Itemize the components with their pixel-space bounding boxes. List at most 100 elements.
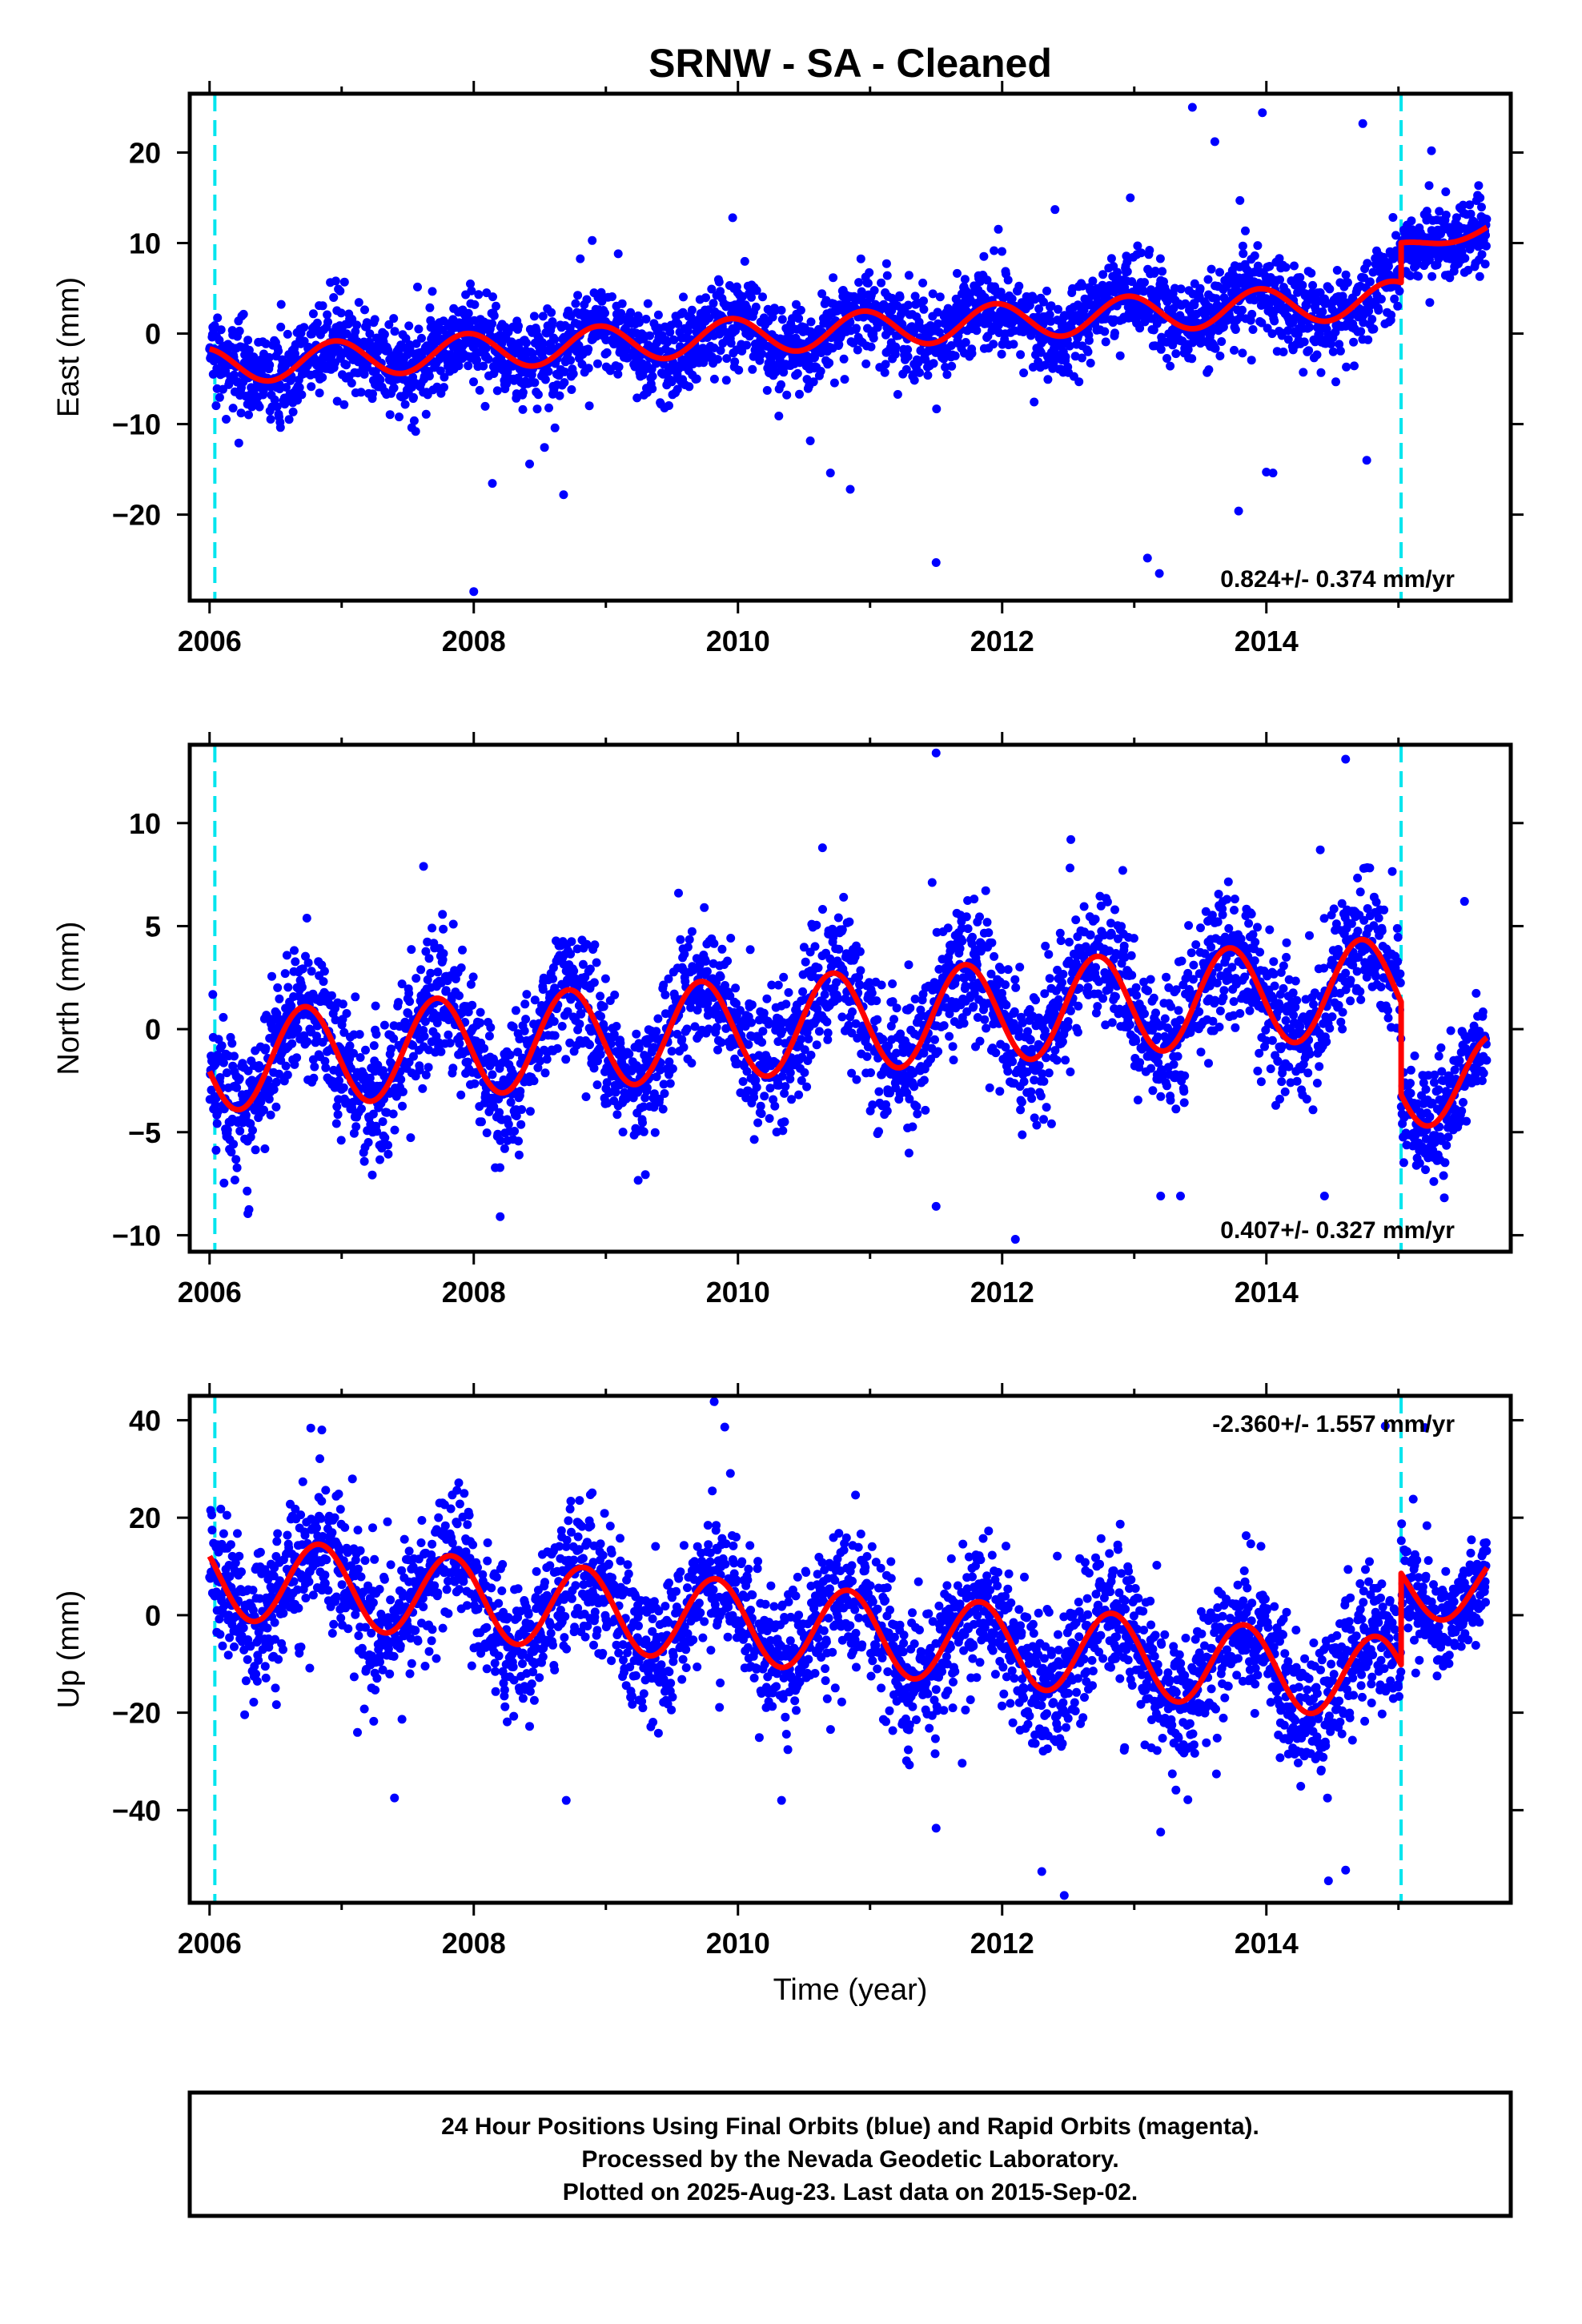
data-point	[582, 295, 592, 304]
data-point	[540, 443, 549, 452]
plot-frame	[187, 91, 1513, 603]
data-point	[1190, 300, 1199, 310]
data-point	[1166, 361, 1175, 371]
data-point	[1258, 108, 1267, 118]
data-point	[371, 1001, 380, 1011]
data-point	[521, 1015, 531, 1024]
data-point	[508, 1022, 518, 1031]
data-point	[1136, 248, 1146, 258]
data-point	[216, 325, 226, 335]
data-point	[785, 1074, 795, 1084]
data-point	[887, 306, 897, 316]
data-point	[219, 1178, 229, 1188]
data-point	[232, 1083, 242, 1092]
data-point	[282, 951, 291, 960]
data-point	[312, 318, 322, 328]
data-point	[411, 427, 420, 436]
data-point	[261, 339, 271, 348]
data-point	[418, 1084, 428, 1093]
y-tick-label: 20	[129, 136, 161, 169]
data-point	[774, 1080, 784, 1090]
data-point	[1187, 103, 1197, 112]
data-point	[426, 968, 436, 978]
data-point	[1268, 468, 1278, 478]
data-point	[732, 999, 741, 1008]
data-point	[886, 1021, 896, 1031]
data-point	[581, 1092, 591, 1101]
data-point	[745, 945, 755, 955]
data-point	[1466, 209, 1476, 219]
data-point	[751, 302, 761, 312]
data-point	[731, 983, 741, 993]
data-point	[208, 990, 218, 999]
x-tick-label: 2012	[970, 625, 1034, 657]
data-point	[441, 986, 451, 995]
data-point	[903, 345, 913, 354]
data-point	[1239, 249, 1248, 259]
data-point	[522, 990, 532, 999]
data-point	[652, 1027, 661, 1036]
data-point	[1365, 277, 1375, 287]
data-point	[1034, 304, 1044, 314]
data-point	[456, 963, 466, 972]
data-point	[302, 914, 311, 923]
data-point	[395, 412, 404, 422]
data-point	[1050, 205, 1060, 215]
data-point	[683, 943, 693, 952]
data-point	[665, 1079, 675, 1088]
data-point	[1154, 569, 1164, 578]
data-point	[866, 1068, 875, 1077]
data-point	[219, 1058, 228, 1068]
data-point	[771, 368, 781, 376]
data-point	[576, 1009, 586, 1019]
data-point	[908, 1122, 917, 1132]
x-tick-label: 2008	[442, 625, 506, 657]
data-point	[734, 365, 744, 375]
data-point	[540, 1068, 550, 1078]
data-point	[909, 376, 919, 385]
data-point	[1183, 345, 1193, 354]
data-point	[901, 364, 911, 374]
data-point	[650, 1128, 660, 1137]
data-point	[255, 402, 264, 412]
data-point	[800, 1045, 809, 1055]
data-point	[323, 310, 332, 320]
data-point	[387, 1044, 396, 1054]
data-point	[640, 1170, 650, 1180]
data-point	[661, 990, 670, 999]
data-point	[488, 319, 497, 328]
data-point	[1338, 292, 1347, 301]
data-point	[861, 1031, 871, 1041]
data-point	[779, 972, 789, 982]
data-point	[738, 1077, 748, 1086]
data-point	[1283, 335, 1293, 344]
data-point	[592, 958, 601, 967]
data-point	[1122, 257, 1132, 267]
data-point	[385, 410, 395, 420]
data-point	[215, 392, 224, 402]
data-point	[948, 1042, 958, 1051]
data-point	[283, 329, 292, 339]
data-point	[755, 356, 765, 365]
data-point	[1078, 281, 1087, 291]
data-point	[1054, 304, 1062, 314]
data-point	[981, 295, 990, 304]
data-point	[913, 357, 923, 367]
data-point	[360, 305, 369, 315]
data-point	[1234, 506, 1243, 516]
data-point	[669, 336, 679, 344]
data-point	[664, 974, 673, 983]
data-point	[1407, 216, 1416, 226]
data-point	[213, 1107, 223, 1116]
data-point	[658, 1104, 668, 1114]
data-point	[574, 341, 584, 350]
data-point	[282, 383, 291, 392]
data-point	[823, 1028, 833, 1038]
data-point	[1312, 350, 1322, 360]
data-point	[295, 383, 304, 392]
data-point	[339, 277, 349, 287]
data-point	[1363, 259, 1372, 268]
data-point	[264, 1095, 274, 1104]
data-point	[283, 983, 293, 992]
data-point	[538, 985, 548, 994]
